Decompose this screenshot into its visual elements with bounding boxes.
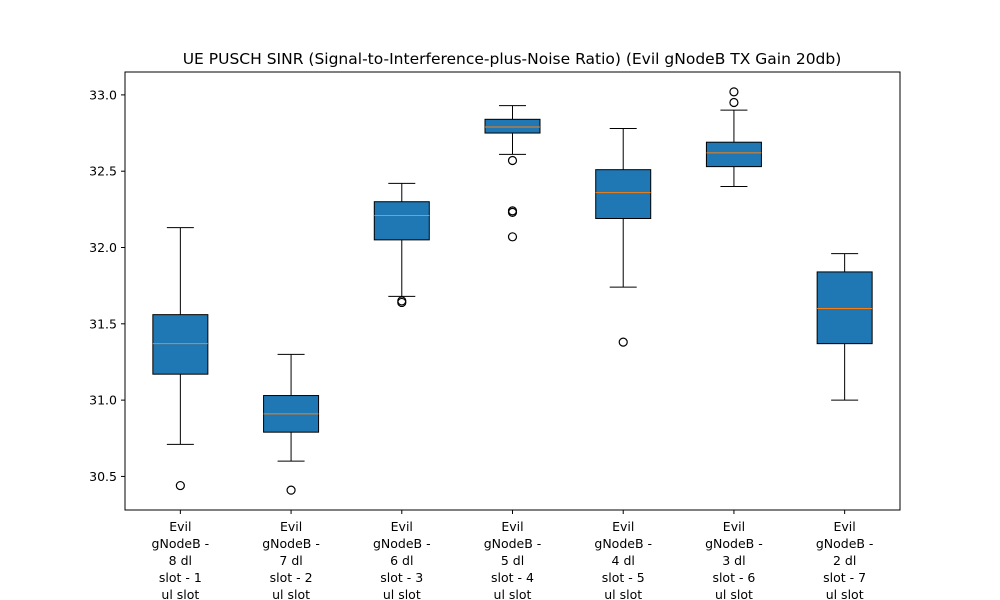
x-tick-label-line: gNodeB -	[594, 536, 652, 551]
x-tick-label-line: ul slot	[494, 587, 532, 600]
y-tick-label: 31.5	[89, 316, 117, 331]
outlier-point	[175, 480, 185, 491]
x-tick-label-line: slot - 1	[159, 570, 202, 585]
iqr-box	[373, 201, 430, 241]
y-tick-label: 31.0	[89, 393, 117, 408]
x-tick-label-line: 4 dl	[612, 553, 635, 568]
box-group	[484, 105, 541, 242]
x-tick-label-line: ul slot	[161, 587, 199, 600]
box-group	[816, 253, 873, 401]
x-tick-label: Evil gNodeB - 8 dl slot - 1 ul slot	[152, 519, 210, 600]
x-tick-label-line: ul slot	[272, 587, 310, 600]
outlier-point	[397, 296, 407, 306]
x-tick-label-line: Evil	[169, 519, 191, 534]
outlier-point	[507, 155, 518, 166]
iqr-box	[484, 118, 541, 134]
x-tick-label: Evil gNodeB - 2 dl slot - 7 ul slot	[816, 519, 874, 600]
x-tick-label-line: gNodeB -	[816, 536, 874, 551]
outlier-point	[286, 485, 296, 495]
x-tick-label: Evil gNodeB - 5 dl slot - 4 ul slot	[484, 519, 542, 600]
y-tick-label: 32.5	[89, 164, 117, 179]
x-tick-label-line: 8 dl	[169, 553, 192, 568]
outlier-point	[729, 87, 739, 97]
iqr-box	[816, 271, 873, 345]
box-group	[263, 353, 320, 495]
chart-title: UE PUSCH SINR (Signal-to-Interference-pl…	[183, 50, 842, 68]
x-axis: Evil gNodeB - 8 dl slot - 1 ul slot Evil gNode…	[152, 510, 874, 600]
y-tick-label: 30.5	[89, 469, 117, 484]
x-tick-label-line: slot - 5	[602, 570, 645, 585]
x-tick-label-line: 6 dl	[390, 553, 413, 568]
x-tick-label-line: Evil	[501, 519, 523, 534]
box-group	[595, 127, 652, 347]
x-tick-label-line: ul slot	[826, 587, 864, 600]
x-tick-label-line: ul slot	[383, 587, 421, 600]
x-tick-label-line: Evil	[612, 519, 634, 534]
iqr-box	[705, 141, 762, 168]
outlier-point	[507, 207, 518, 218]
box-group	[705, 87, 762, 187]
x-tick-label: Evil gNodeB - 7 dl slot - 2 ul slot	[262, 519, 320, 600]
iqr-box	[152, 314, 209, 375]
box-group	[373, 182, 430, 308]
iqr-box	[595, 169, 652, 220]
x-tick-label-line: Evil	[280, 519, 302, 534]
outlier-point	[729, 97, 739, 108]
outlier-point	[618, 337, 628, 347]
x-tick-label-line: ul slot	[715, 587, 753, 600]
y-tick-label: 33.0	[89, 87, 117, 102]
x-tick-label-line: gNodeB -	[152, 536, 210, 551]
x-tick-label-line: 7 dl	[279, 553, 302, 568]
x-tick-label: Evil gNodeB - 3 dl slot - 6 ul slot	[705, 519, 763, 600]
x-tick-label-line: 2 dl	[833, 553, 856, 568]
x-tick-label-line: slot - 6	[712, 570, 755, 585]
x-tick-label-line: Evil	[391, 519, 413, 534]
x-tick-label-line: 3 dl	[722, 553, 745, 568]
x-tick-label: Evil gNodeB - 6 dl slot - 3 ul slot	[373, 519, 431, 600]
box-group	[152, 227, 209, 491]
x-tick-label-line: gNodeB -	[484, 536, 542, 551]
y-tick-label: 32.0	[89, 240, 117, 255]
y-axis: 30.5 31.0 31.5 32.0 32.5 33.0	[89, 87, 125, 484]
x-tick-label-line: slot - 7	[823, 570, 866, 585]
x-tick-label-line: 5 dl	[501, 553, 524, 568]
x-tick-label-line: Evil	[723, 519, 745, 534]
x-tick-label-line: slot - 2	[270, 570, 313, 585]
x-tick-label-line: slot - 4	[491, 570, 534, 585]
x-tick-label-line: gNodeB -	[373, 536, 431, 551]
x-tick-label-line: ul slot	[604, 587, 642, 600]
x-tick-label-line: Evil	[834, 519, 856, 534]
x-tick-label-line: gNodeB -	[705, 536, 763, 551]
x-tick-label-line: gNodeB -	[262, 536, 320, 551]
x-tick-label: Evil gNodeB - 4 dl slot - 5 ul slot	[594, 519, 652, 600]
boxes-layer	[152, 87, 873, 495]
outlier-point	[507, 232, 518, 242]
x-tick-label-line: slot - 3	[380, 570, 423, 585]
